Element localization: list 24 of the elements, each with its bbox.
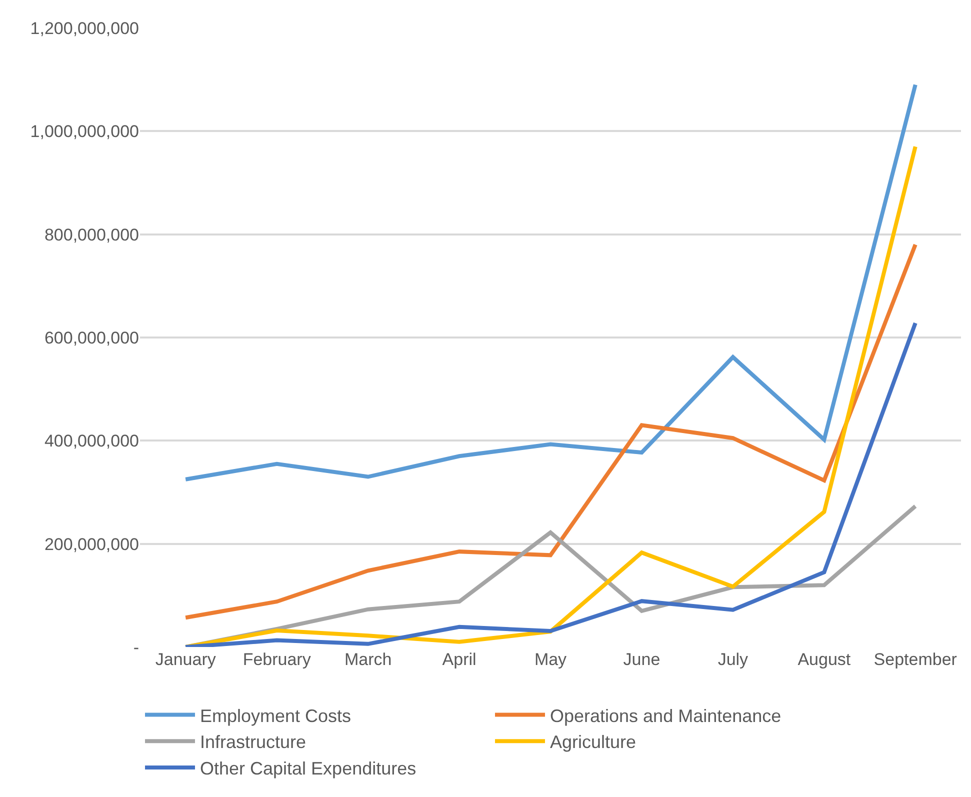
y-tick-label: -	[133, 638, 139, 657]
legend-label: Operations and Maintenance	[550, 706, 782, 726]
y-tick-label: 200,000,000	[44, 534, 139, 554]
x-tick-label: February	[242, 650, 312, 669]
y-tick-label: 1,200,000,000	[30, 18, 139, 38]
x-tick-label: January	[155, 650, 216, 669]
x-tick-label: May	[534, 650, 568, 669]
x-tick-label: March	[344, 650, 392, 669]
x-tick-label: September	[874, 650, 958, 669]
x-tick-label: April	[442, 650, 476, 669]
line-series	[184, 82, 918, 482]
x-tick-label: June	[623, 650, 660, 669]
y-tick-label: 800,000,000	[44, 225, 139, 244]
line-series	[184, 321, 918, 647]
x-tick-label: August	[798, 650, 851, 669]
y-tick-label: 600,000,000	[44, 328, 139, 348]
y-tick-label: 400,000,000	[44, 432, 139, 451]
legend-label: Infrastructure	[200, 732, 306, 752]
y-tick-label: 1,000,000,000	[30, 122, 139, 142]
legend-label: Other Capital Expenditures	[200, 758, 416, 779]
legend-label: Agriculture	[550, 732, 636, 752]
legend-label: Employment Costs	[200, 706, 352, 726]
line-series	[184, 242, 918, 620]
x-tick-label: July	[718, 650, 749, 669]
